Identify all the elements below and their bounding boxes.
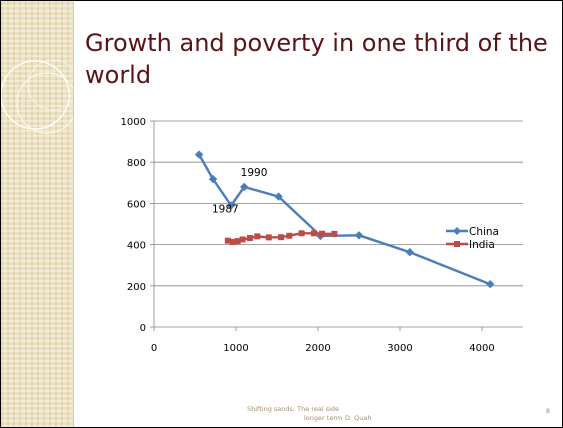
gridlines <box>154 120 523 287</box>
annotation-label: 1987 <box>212 203 239 215</box>
data-point-china <box>194 150 204 159</box>
legend-marker-india <box>454 241 460 247</box>
chart-container: 0 200 400 600 800 1000 0 1000 2000 3000 4000 1990 1… <box>101 105 541 377</box>
data-point-india <box>246 235 253 242</box>
annotation-label: 1990 <box>241 167 268 179</box>
y-tick-label: 800 <box>127 158 146 169</box>
data-point-india <box>265 234 272 241</box>
x-tick-label: 1000 <box>223 343 248 354</box>
page-number: 8 <box>545 407 550 415</box>
data-point-india <box>310 230 317 237</box>
x-tick-label: 3000 <box>387 343 412 354</box>
data-point-india <box>239 236 246 243</box>
slide-title: Growth and poverty in one third of the w… <box>85 29 548 89</box>
data-point-china <box>240 182 249 192</box>
footer-source: Shifting sands: The real side <box>247 405 340 413</box>
data-point-india <box>286 232 293 239</box>
data-point-china <box>208 174 218 184</box>
legend-label-china: China <box>469 226 499 238</box>
footer-author: D. Quah <box>345 414 372 422</box>
data-point-china <box>274 192 283 201</box>
y-tick-label: 600 <box>127 199 146 210</box>
data-point-india <box>319 230 326 237</box>
series <box>194 150 495 289</box>
footer-term: longer term <box>304 414 343 422</box>
data-point-india <box>229 238 236 245</box>
y-tick-label: 0 <box>140 323 146 334</box>
decorative-strip <box>1 1 79 427</box>
data-point-china <box>226 201 236 210</box>
data-point-china <box>354 231 364 240</box>
y-tick-label: 1000 <box>121 117 146 128</box>
decorative-circles <box>1 59 79 134</box>
y-tick-label: 200 <box>127 282 146 293</box>
data-point-india <box>234 238 241 245</box>
x-tick-label: 2000 <box>305 343 330 354</box>
data-point-india <box>224 237 231 244</box>
x-tick-label: 0 <box>151 343 157 354</box>
y-tick-label: 400 <box>127 241 146 252</box>
data-point-china <box>405 248 415 257</box>
legend-marker-china <box>453 227 461 235</box>
axes: 0 200 400 600 800 1000 0 1000 2000 3000 4000 <box>121 117 523 354</box>
strip-divider <box>73 1 74 427</box>
annotations: 1990 1987 <box>212 167 267 215</box>
data-point-india <box>254 233 261 240</box>
legend-label-india: India <box>469 239 495 251</box>
x-tick-label: 4000 <box>469 343 494 354</box>
data-point-india <box>278 234 285 241</box>
data-point-india <box>298 230 305 237</box>
data-point-india <box>331 230 338 237</box>
data-point-china <box>486 279 495 289</box>
